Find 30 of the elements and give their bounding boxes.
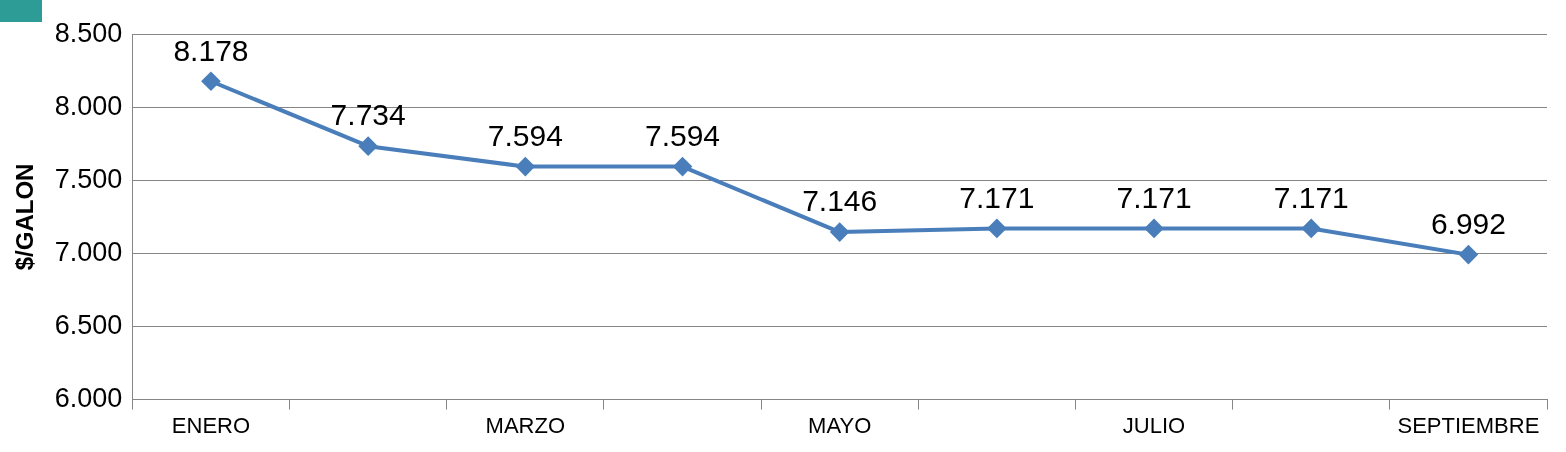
y-tick-label: 7.500: [54, 163, 123, 194]
point: [359, 137, 378, 156]
y-tick-label: 6.500: [54, 309, 123, 340]
y-axis-title: $/GALON: [11, 163, 39, 271]
y-tick-label: 8.000: [54, 90, 123, 121]
point: [201, 72, 220, 91]
point: [987, 219, 1006, 238]
y-tick-label: 6.000: [54, 383, 123, 414]
data-label: 8.178: [173, 33, 249, 67]
data-label: 7.171: [1273, 180, 1349, 214]
data-label: 7.594: [487, 118, 563, 152]
data-label: 6.992: [1430, 206, 1506, 240]
x-tick-label: MARZO: [485, 412, 566, 438]
point: [1459, 245, 1478, 264]
point: [1145, 219, 1164, 238]
point: [516, 157, 535, 176]
y-tick-label: 8.500: [54, 17, 123, 48]
data-label: 7.734: [330, 98, 406, 132]
data-label: 7.594: [644, 118, 721, 152]
point: [673, 157, 692, 176]
data-label: 7.171: [1116, 180, 1192, 214]
y-tick-label: 7.000: [54, 236, 123, 267]
point: [830, 223, 849, 242]
data-label: 7.146: [802, 184, 878, 218]
x-tick-label: ENERO: [171, 412, 251, 438]
x-tick-label: JULIO: [1122, 412, 1186, 438]
x-tick-label: MAYO: [808, 412, 872, 438]
point: [1302, 219, 1321, 238]
data-label: 7.171: [959, 180, 1035, 214]
x-tick-label: SEPTIEMBRE: [1397, 412, 1540, 438]
